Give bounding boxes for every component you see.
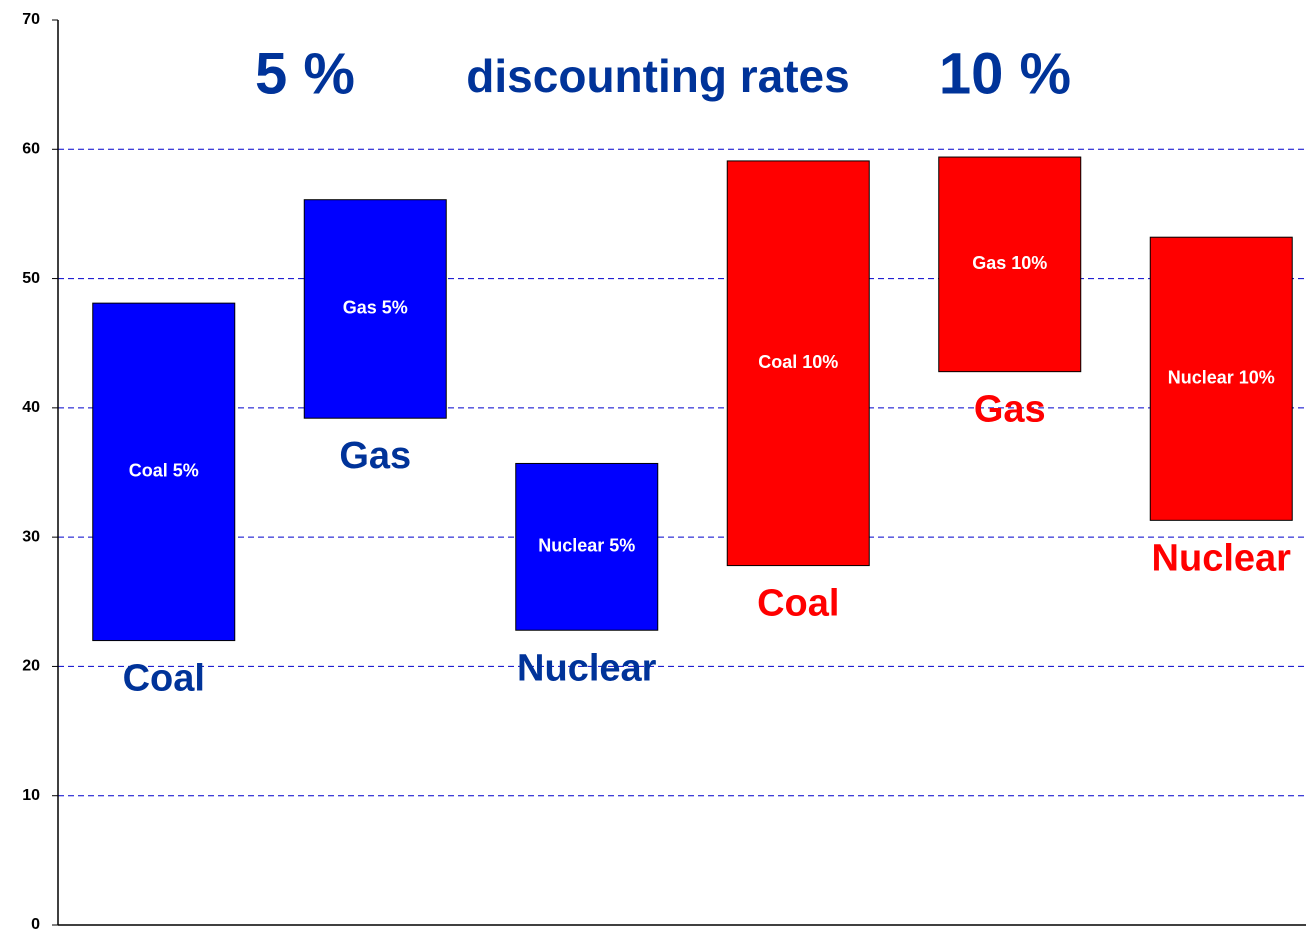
bar-inner-label: Nuclear 10% <box>1168 368 1275 388</box>
bar-inner-label: Coal 10% <box>758 352 838 372</box>
bar-label: Nuclear <box>1152 537 1292 579</box>
bar-inner-label: Gas 5% <box>343 298 408 318</box>
bar <box>515 462 659 631</box>
subtitle-center: discounting rates <box>466 50 849 102</box>
bar <box>726 160 870 567</box>
bar-label: Nuclear <box>517 647 657 689</box>
y-tick-label: 50 <box>22 270 40 287</box>
y-tick-label: 30 <box>22 528 40 545</box>
bar-label: Coal <box>757 583 839 625</box>
bar <box>92 302 236 642</box>
bar-inner-label: Gas 10% <box>972 253 1047 273</box>
subtitle-left: 5 % <box>255 41 355 106</box>
bar-inner-label: Coal 5% <box>129 461 199 481</box>
y-tick-label: 70 <box>22 11 40 28</box>
bar-label: Gas <box>339 435 411 477</box>
y-tick-label: 10 <box>22 787 40 804</box>
bar <box>303 199 447 419</box>
bar <box>1149 236 1293 521</box>
bar <box>938 156 1082 373</box>
bar-label: Gas <box>974 389 1046 431</box>
y-tick-label: 20 <box>22 658 40 675</box>
bar-inner-label: Nuclear 5% <box>538 536 635 556</box>
y-tick-label: 40 <box>22 399 40 416</box>
y-tick-label: 0 <box>31 916 40 931</box>
y-tick-label: 60 <box>22 141 40 158</box>
subtitle-right: 10 % <box>939 41 1071 106</box>
bar-label: Coal <box>123 658 205 700</box>
